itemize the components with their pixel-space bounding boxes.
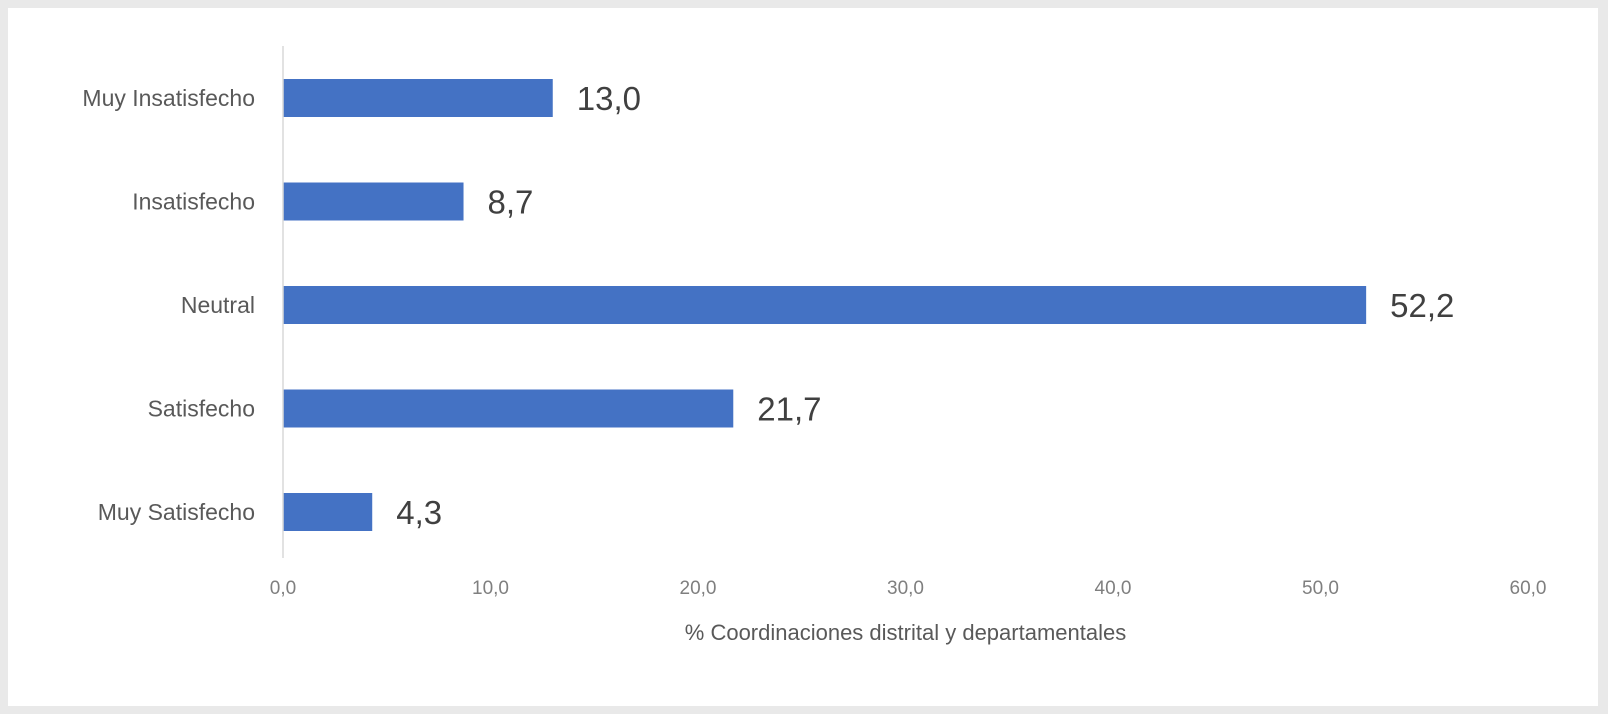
bar-chart: Muy Insatisfecho Insatisfecho Neutral Satis… bbox=[82, 46, 1547, 645]
bar bbox=[283, 493, 373, 531]
chart-frame: Muy Insatisfecho Insatisfecho Neutral Satis… bbox=[8, 8, 1598, 706]
bars-layer bbox=[283, 79, 1367, 531]
category-label: Muy Satisfecho bbox=[98, 499, 255, 525]
category-label: Satisfecho bbox=[148, 396, 255, 422]
category-labels: Muy Insatisfecho Insatisfecho Neutral Satis… bbox=[82, 85, 255, 525]
x-tick-label: 50,0 bbox=[1302, 578, 1339, 599]
bar bbox=[283, 286, 1367, 324]
data-label: 4,3 bbox=[396, 494, 442, 531]
bar bbox=[283, 79, 553, 117]
data-labels: 13,0 8,7 52,2 21,7 4,3 bbox=[396, 80, 1454, 531]
data-label: 8,7 bbox=[488, 184, 534, 221]
x-tick-label: 10,0 bbox=[472, 578, 509, 599]
x-tick-label: 30,0 bbox=[887, 578, 924, 599]
category-label: Insatisfecho bbox=[132, 189, 255, 215]
category-label: Neutral bbox=[181, 292, 255, 318]
x-tick-labels: 0,0 10,0 20,0 30,0 40,0 50,0 60,0 bbox=[270, 578, 1547, 599]
x-tick-label: 0,0 bbox=[270, 578, 296, 599]
x-tick-label: 20,0 bbox=[680, 578, 717, 599]
category-label: Muy Insatisfecho bbox=[82, 85, 255, 111]
data-label: 13,0 bbox=[577, 80, 641, 117]
bar bbox=[283, 389, 734, 428]
x-tick-label: 40,0 bbox=[1095, 578, 1132, 599]
x-tick-label: 60,0 bbox=[1510, 578, 1547, 599]
x-axis-title: % Coordinaciones distrital y departament… bbox=[685, 620, 1126, 645]
data-label: 52,2 bbox=[1390, 287, 1454, 324]
data-label: 21,7 bbox=[757, 391, 821, 428]
bar bbox=[283, 182, 464, 221]
